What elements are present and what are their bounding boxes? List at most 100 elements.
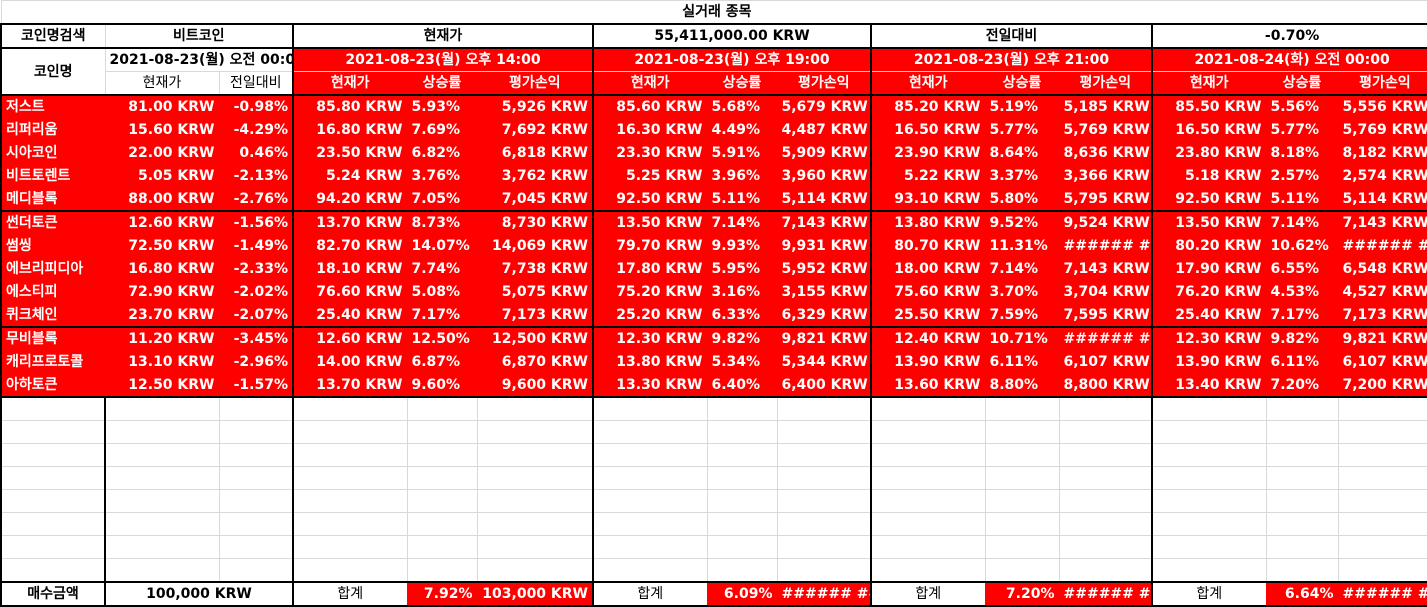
empty-cell[interactable] [476, 420, 594, 444]
empty-cell[interactable] [592, 420, 707, 444]
empty-cell[interactable] [292, 443, 407, 467]
empty-cell[interactable] [592, 443, 707, 467]
empty-cell[interactable] [406, 396, 477, 421]
empty-cell[interactable] [0, 558, 105, 582]
empty-cell[interactable] [984, 558, 1059, 582]
empty-cell[interactable] [476, 489, 594, 513]
empty-cell[interactable] [870, 512, 985, 536]
empty-cell[interactable] [476, 558, 594, 582]
empty-cell[interactable] [706, 489, 777, 513]
empty-cell[interactable] [0, 443, 105, 467]
empty-cell[interactable] [0, 535, 105, 559]
empty-cell[interactable] [776, 466, 872, 490]
empty-cell[interactable] [476, 535, 594, 559]
empty-cell[interactable] [984, 535, 1059, 559]
empty-cell[interactable] [776, 489, 872, 513]
empty-cell[interactable] [706, 535, 777, 559]
empty-cell[interactable] [706, 396, 777, 421]
empty-cell[interactable] [984, 512, 1059, 536]
empty-cell[interactable] [218, 466, 294, 490]
empty-cell[interactable] [0, 512, 105, 536]
empty-cell[interactable] [104, 512, 219, 536]
empty-cell[interactable] [1151, 558, 1266, 582]
empty-cell[interactable] [592, 466, 707, 490]
empty-cell[interactable] [476, 512, 594, 536]
empty-cell[interactable] [984, 420, 1059, 444]
empty-cell[interactable] [706, 420, 777, 444]
empty-cell[interactable] [476, 396, 594, 421]
empty-cell[interactable] [1151, 512, 1266, 536]
empty-cell[interactable] [1337, 420, 1427, 444]
empty-cell[interactable] [1265, 489, 1338, 513]
empty-cell[interactable] [406, 443, 477, 467]
empty-cell[interactable] [1265, 420, 1338, 444]
empty-cell[interactable] [1337, 558, 1427, 582]
empty-cell[interactable] [870, 535, 985, 559]
empty-cell[interactable] [706, 466, 777, 490]
empty-cell[interactable] [104, 420, 219, 444]
empty-cell[interactable] [1337, 466, 1427, 490]
empty-cell[interactable] [1058, 396, 1153, 421]
empty-cell[interactable] [592, 489, 707, 513]
empty-cell[interactable] [1058, 466, 1153, 490]
empty-cell[interactable] [870, 489, 985, 513]
empty-cell[interactable] [870, 420, 985, 444]
empty-cell[interactable] [1265, 443, 1338, 467]
empty-cell[interactable] [592, 396, 707, 421]
empty-cell[interactable] [104, 466, 219, 490]
empty-cell[interactable] [1058, 420, 1153, 444]
empty-cell[interactable] [1265, 466, 1338, 490]
empty-cell[interactable] [1151, 466, 1266, 490]
empty-cell[interactable] [104, 558, 219, 582]
empty-cell[interactable] [476, 443, 594, 467]
empty-cell[interactable] [870, 443, 985, 467]
empty-cell[interactable] [776, 420, 872, 444]
empty-cell[interactable] [292, 535, 407, 559]
empty-cell[interactable] [1151, 535, 1266, 559]
empty-cell[interactable] [406, 558, 477, 582]
empty-cell[interactable] [292, 466, 407, 490]
empty-cell[interactable] [104, 535, 219, 559]
empty-cell[interactable] [0, 466, 105, 490]
empty-cell[interactable] [776, 512, 872, 536]
empty-cell[interactable] [1151, 443, 1266, 467]
empty-cell[interactable] [218, 420, 294, 444]
empty-cell[interactable] [0, 396, 105, 421]
empty-cell[interactable] [706, 558, 777, 582]
empty-cell[interactable] [776, 396, 872, 421]
empty-cell[interactable] [1151, 489, 1266, 513]
empty-cell[interactable] [706, 512, 777, 536]
empty-cell[interactable] [776, 443, 872, 467]
empty-cell[interactable] [592, 535, 707, 559]
empty-cell[interactable] [1151, 396, 1266, 421]
empty-cell[interactable] [218, 535, 294, 559]
empty-cell[interactable] [218, 489, 294, 513]
empty-cell[interactable] [218, 512, 294, 536]
empty-cell[interactable] [406, 535, 477, 559]
empty-cell[interactable] [406, 489, 477, 513]
empty-cell[interactable] [984, 396, 1059, 421]
empty-cell[interactable] [292, 489, 407, 513]
empty-cell[interactable] [292, 512, 407, 536]
empty-cell[interactable] [1058, 558, 1153, 582]
empty-cell[interactable] [1265, 512, 1338, 536]
empty-cell[interactable] [476, 466, 594, 490]
empty-cell[interactable] [984, 443, 1059, 467]
empty-cell[interactable] [1058, 535, 1153, 559]
empty-cell[interactable] [1058, 443, 1153, 467]
empty-cell[interactable] [984, 466, 1059, 490]
empty-cell[interactable] [0, 420, 105, 444]
empty-cell[interactable] [984, 489, 1059, 513]
empty-cell[interactable] [104, 396, 219, 421]
empty-cell[interactable] [292, 558, 407, 582]
empty-cell[interactable] [406, 512, 477, 536]
empty-cell[interactable] [1265, 558, 1338, 582]
empty-cell[interactable] [218, 558, 294, 582]
empty-cell[interactable] [776, 558, 872, 582]
empty-cell[interactable] [1265, 396, 1338, 421]
empty-cell[interactable] [1337, 512, 1427, 536]
empty-cell[interactable] [292, 420, 407, 444]
empty-cell[interactable] [592, 512, 707, 536]
empty-cell[interactable] [1337, 535, 1427, 559]
coin-search-value[interactable]: 비트코인 [104, 23, 294, 49]
